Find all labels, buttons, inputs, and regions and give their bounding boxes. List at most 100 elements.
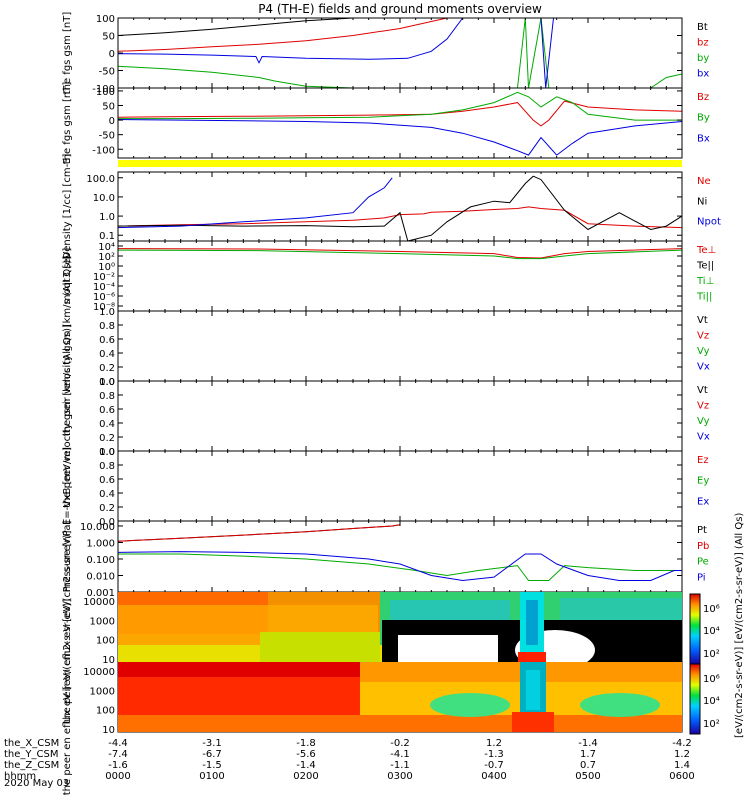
y-tick-label: 50 (102, 32, 115, 43)
y-tick-label: 0.8 (99, 321, 115, 332)
y-tick-label: 50 (102, 102, 115, 113)
panel-7: 10.000 1.000 0.100 0.010 0.001 Pressure [nPa]… (62, 520, 709, 599)
y-axis-label: E=-VxB [mV/m] (62, 447, 73, 525)
panel-frame (117, 380, 683, 452)
axis-row-value: 0000 (105, 771, 130, 782)
y-tick-label: 0.6 (99, 475, 115, 486)
y-axis-label: Density [1/cc] [cm-3] (62, 153, 73, 259)
panel-2: 100.0 10.0 1.0 0.1 Density [1/cc] [cm-3] Ne Ni… (62, 153, 721, 259)
axis-row-value: -3.1 (202, 738, 222, 749)
figure-title: P4 (TH-E) fields and ground moments over… (258, 2, 542, 16)
y-tick-label: 0.4 (99, 349, 115, 360)
y-tick-label: 100.0 (86, 174, 115, 185)
y-tick-label: 1.0 (99, 377, 115, 388)
electron-energy-flux-spectrogram (118, 662, 682, 732)
y-tick-label: 0.2 (99, 503, 115, 514)
axis-row-value: -5.6 (296, 749, 316, 760)
legend-entry: Vx (697, 362, 710, 373)
panel-frame (117, 171, 683, 242)
axis-row-value: -4.1 (390, 749, 410, 760)
y-tick-label: 10⁻² (93, 272, 115, 283)
series-line-npot (117, 177, 393, 229)
y-tick-label: 100 (96, 706, 115, 717)
y-tick-label: 10000 (83, 597, 115, 608)
legend-entry: Pe (697, 557, 709, 568)
legend-entry: Bz (697, 92, 709, 103)
colorbar-tick: 10² (703, 649, 720, 660)
series-line-bt (117, 17, 400, 36)
axis-row-value: -6.7 (202, 749, 222, 760)
y-tick-label: 10⁻⁶ (93, 292, 115, 303)
series-line-pi (117, 551, 682, 582)
legend-entry: Ex (697, 496, 709, 507)
y-tick-label: 1.000 (86, 538, 115, 549)
axis-row-value: -0.2 (390, 738, 410, 749)
axis-row-value: 0200 (293, 771, 318, 782)
colorbar-tick: 10⁶ (703, 604, 720, 615)
legend-entry: Ti⊥ (696, 276, 714, 287)
axis-row-value: -1.6 (108, 760, 128, 771)
series-line-pb (117, 524, 401, 542)
y-tick-label: 10² (98, 252, 115, 263)
panel-frame (117, 520, 683, 593)
series-line-ni (117, 175, 683, 242)
axis-row-value: -1.5 (202, 760, 222, 771)
legend-entry: Pi (697, 572, 706, 583)
axis-row-value: -7.4 (108, 749, 128, 760)
legend-entry: Vx (697, 432, 710, 443)
y-axis-label: the fgs gsm [nT] (62, 12, 73, 95)
data-quality-bar (118, 160, 682, 167)
y-tick-label: 0.0 (99, 447, 115, 458)
series-line-by (118, 91, 682, 121)
axis-row-value: -1.1 (390, 760, 410, 771)
y-tick-label: 100 (96, 636, 115, 647)
y-tick-label: 0.0 (99, 377, 115, 388)
y-tick-label: 10⁻⁸ (93, 302, 115, 313)
legend-entry: Vy (697, 416, 710, 427)
axis-row-value: -0.7 (484, 760, 504, 771)
date-label: 2020 May 03 (4, 778, 69, 789)
y-tick-label: 100 (96, 87, 115, 98)
axis-row-label: the_X_CSM (4, 738, 59, 749)
series-line-bz (117, 100, 683, 127)
y-tick-label: 0.4 (99, 419, 115, 430)
y-tick-label: 10 (102, 725, 115, 736)
y-axis-label: the fgs gsm [nT] (62, 82, 73, 165)
axis-row-value: -4.2 (672, 738, 692, 749)
colorbars: 10⁶ 10⁴ 10² 10⁶ 10⁴ 10² [eV/(cm2-s-sr-eV… (689, 513, 745, 738)
colorbar-ions (689, 593, 701, 665)
legend-entry: By (697, 113, 710, 124)
axis-row-value: -1.8 (296, 738, 316, 749)
series-line-ne (117, 206, 683, 229)
y-tick-label: 10 (102, 655, 115, 666)
panel-0: 100 50 0 -50 -100 the fgs gsm [nT] Bt bz by bx (62, 12, 709, 95)
y-tick-label: 10.000 (80, 522, 115, 533)
time-axis-labels: the_X_CSM -4.4 -3.1 -1.8 -0.2 1.2 -1.4 -4.2 the_… (4, 738, 695, 782)
axis-row-value: 0600 (669, 771, 694, 782)
colorbar-tick: 10⁶ (703, 674, 720, 685)
axis-row-value: 0500 (575, 771, 600, 782)
y-tick-label: 1000 (90, 686, 115, 697)
colorbar-tick: 10⁴ (703, 626, 720, 637)
series-line-pe (118, 553, 682, 581)
legend-entry: Bx (697, 133, 710, 144)
y-tick-label: 10⁴ (98, 242, 115, 253)
y-axis-label: Pressure [nPa] (62, 521, 73, 593)
axis-row-value: 0400 (481, 771, 506, 782)
panel-5: 1.0 0.8 0.6 0.4 0.2 0.0 the peer velocity gsm … (62, 324, 710, 508)
series-line-bx (117, 17, 557, 89)
y-tick-label: 0.8 (99, 461, 115, 472)
y-tick-label: 0.6 (99, 335, 115, 346)
y-axis-label: the peir en eflux eV [eV/(cm2-s-sr-eV)] (62, 530, 73, 723)
legend-entry: Ne (697, 176, 711, 187)
panel-6: 1.0 0.8 0.6 0.4 0.2 0.0 E=-VxB [mV/m] Ez Ey Ex (62, 447, 709, 528)
legend-entry: bz (697, 38, 709, 49)
panel-1: 100 50 0 -50 -100 the fgs gsm [nT] Bz By Bx (62, 82, 710, 165)
ion-energy-flux-spectrogram (118, 592, 682, 662)
panel-frame (117, 87, 683, 159)
y-tick-label: 1.0 (99, 307, 115, 318)
colorbar-electrons (689, 663, 701, 735)
